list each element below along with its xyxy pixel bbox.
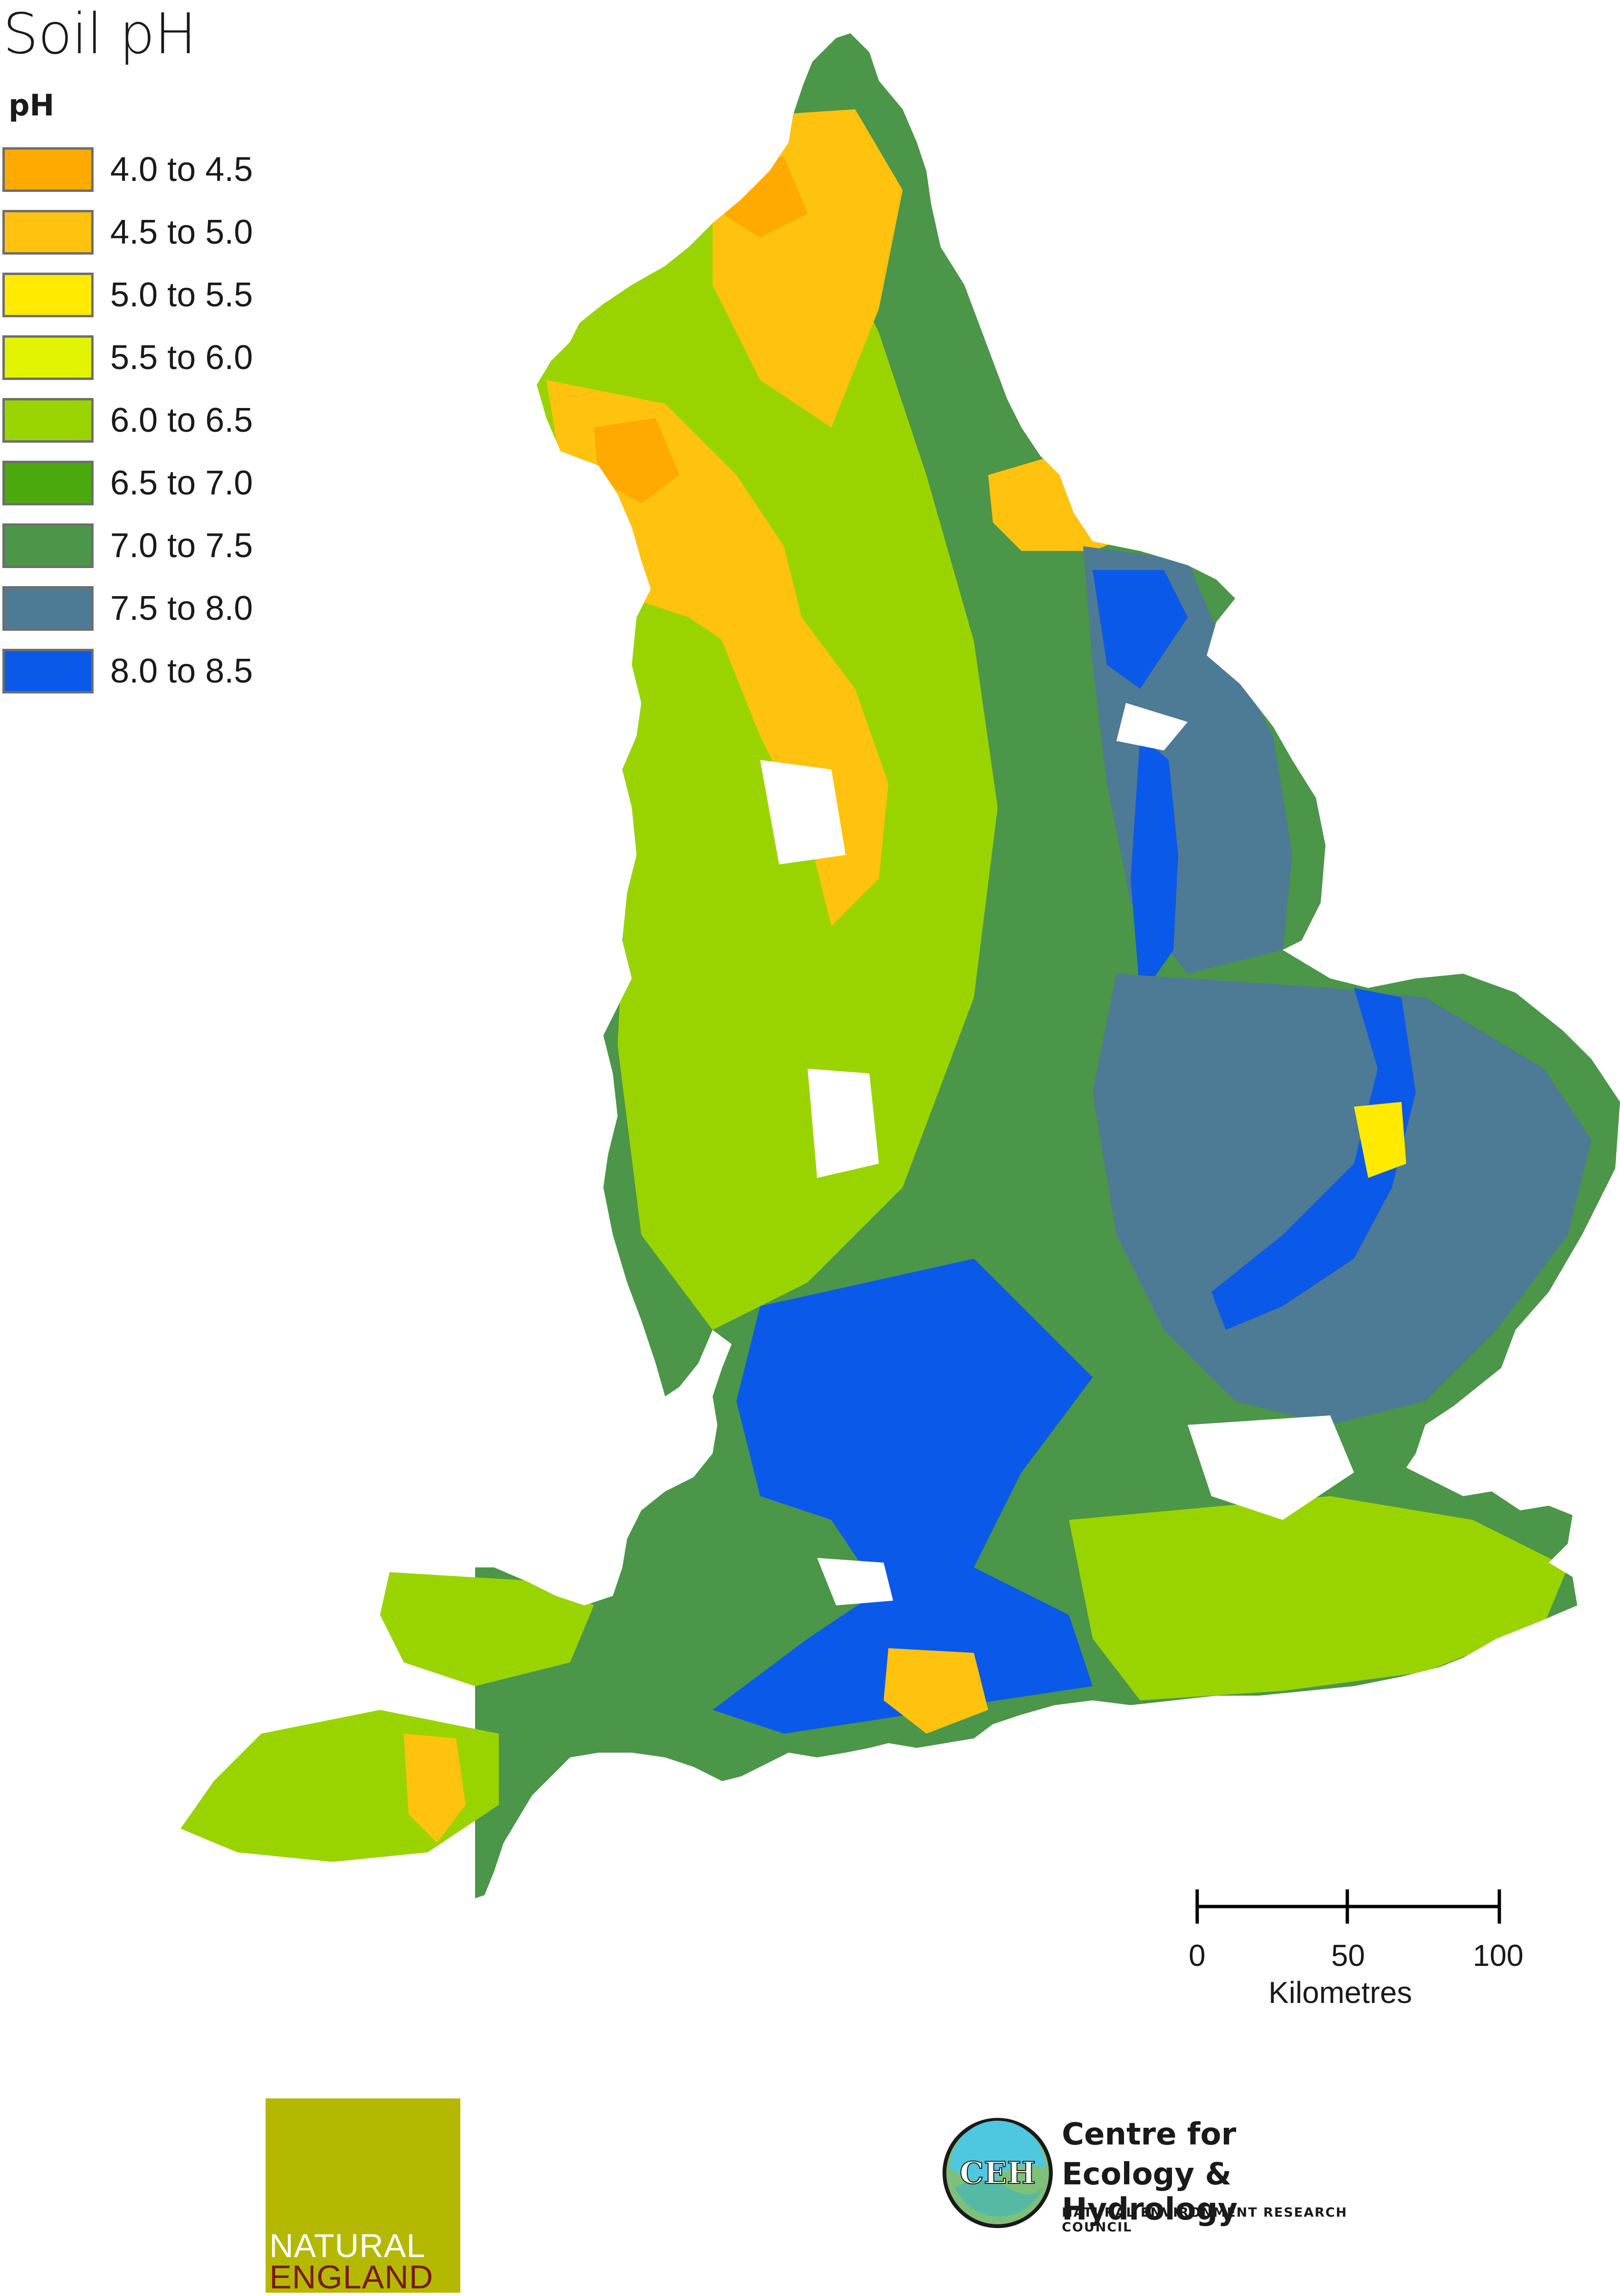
legend-label: 8.0 to 8.5 xyxy=(110,652,253,690)
ceh-logo: CEH Centre for Ecology & Hydrology NATUR… xyxy=(941,2116,1416,2239)
ph-zone-5.0-5.5 xyxy=(1354,1102,1406,1178)
legend-swatch xyxy=(2,649,94,693)
legend-swatch xyxy=(2,523,94,568)
legend-item: 7.0 to 7.5 xyxy=(0,523,333,571)
legend-swatch xyxy=(2,273,94,317)
legend-label: 5.5 to 6.0 xyxy=(110,339,253,377)
legend-heading: pH xyxy=(9,88,55,123)
legend-item: 7.5 to 8.0 xyxy=(0,586,333,634)
legend-swatch xyxy=(2,461,94,505)
legend-label: 5.0 to 5.5 xyxy=(110,276,253,314)
natural-england-logo: NATURAL ENGLAND xyxy=(266,2098,460,2296)
ph-zone-urban-white xyxy=(808,1069,879,1178)
legend-label: 7.5 to 8.0 xyxy=(110,589,253,627)
scale-bar-labels: 0 50 100 Kilometres xyxy=(1183,1881,1524,2023)
soil-ph-zones xyxy=(181,33,1620,1957)
legend-label: 7.0 to 7.5 xyxy=(110,527,253,565)
legend-item: 6.0 to 6.5 xyxy=(0,398,333,446)
legend-swatch xyxy=(2,147,94,192)
ph-zone-8.0-8.5 xyxy=(1131,736,1178,997)
ceh-emblem-monogram: CEH xyxy=(960,2155,1036,2191)
legend-swatch xyxy=(2,335,94,380)
ph-zone-4.5-5.0 xyxy=(884,1648,988,1734)
ph-zone-8.0-8.5 xyxy=(713,1259,1093,1734)
ceh-logo-line3: NATURAL ENVIRONMENT RESEARCH COUNCIL xyxy=(1062,2205,1348,2235)
legend-item: 5.0 to 5.5 xyxy=(0,273,333,320)
scale-label-100: 100 xyxy=(1473,1938,1524,1973)
ceh-logo-line2: Ecology & Hydrology xyxy=(1062,2157,1238,2227)
legend-item: 4.5 to 5.0 xyxy=(0,210,333,257)
legend-item: 4.0 to 4.5 xyxy=(0,147,333,195)
legend-label: 6.5 to 7.0 xyxy=(110,464,253,502)
ceh-emblem-icon: CEH xyxy=(943,2118,1053,2228)
map-title: Soil pH xyxy=(3,1,197,66)
ph-zone-6.0-6.5 xyxy=(1069,1496,1568,1700)
scale-label-50: 50 xyxy=(1331,1938,1365,1973)
legend-item: 5.5 to 6.0 xyxy=(0,335,333,383)
legend-item: 6.5 to 7.0 xyxy=(0,461,333,508)
legend-swatch xyxy=(2,398,94,443)
ph-zone-4.5-5.0 xyxy=(404,1734,466,1843)
ceh-logo-line1: Centre for xyxy=(1062,2117,1237,2152)
ph-zone-urban-white xyxy=(817,1558,893,1605)
ph-zone-8.0-8.5 xyxy=(1093,570,1188,689)
natural-england-logo-line2: ENGLAND xyxy=(269,2258,434,2296)
legend-swatch xyxy=(2,210,94,255)
natural-england-logo-line1: NATURAL xyxy=(269,2227,426,2264)
scale-unit-label: Kilometres xyxy=(1268,1975,1412,2010)
legend-label: 6.0 to 6.5 xyxy=(110,401,253,439)
scale-label-0: 0 xyxy=(1189,1938,1206,1973)
legend-label: 4.5 to 5.0 xyxy=(110,213,253,251)
ph-zone-urban-white xyxy=(1188,1415,1354,1520)
legend-item: 8.0 to 8.5 xyxy=(0,649,333,696)
ph-zone-4.0-4.5 xyxy=(594,418,679,503)
ph-zone-urban-white xyxy=(1116,703,1188,750)
scale-bar xyxy=(1195,1889,1501,1924)
legend-label: 4.0 to 4.5 xyxy=(110,151,253,189)
ph-zone-6.0-6.5 xyxy=(380,1572,594,1686)
legend-swatch xyxy=(2,586,94,631)
ph-zone-4.5-5.0 xyxy=(713,594,888,926)
ph-zone-urban-white xyxy=(760,760,846,864)
